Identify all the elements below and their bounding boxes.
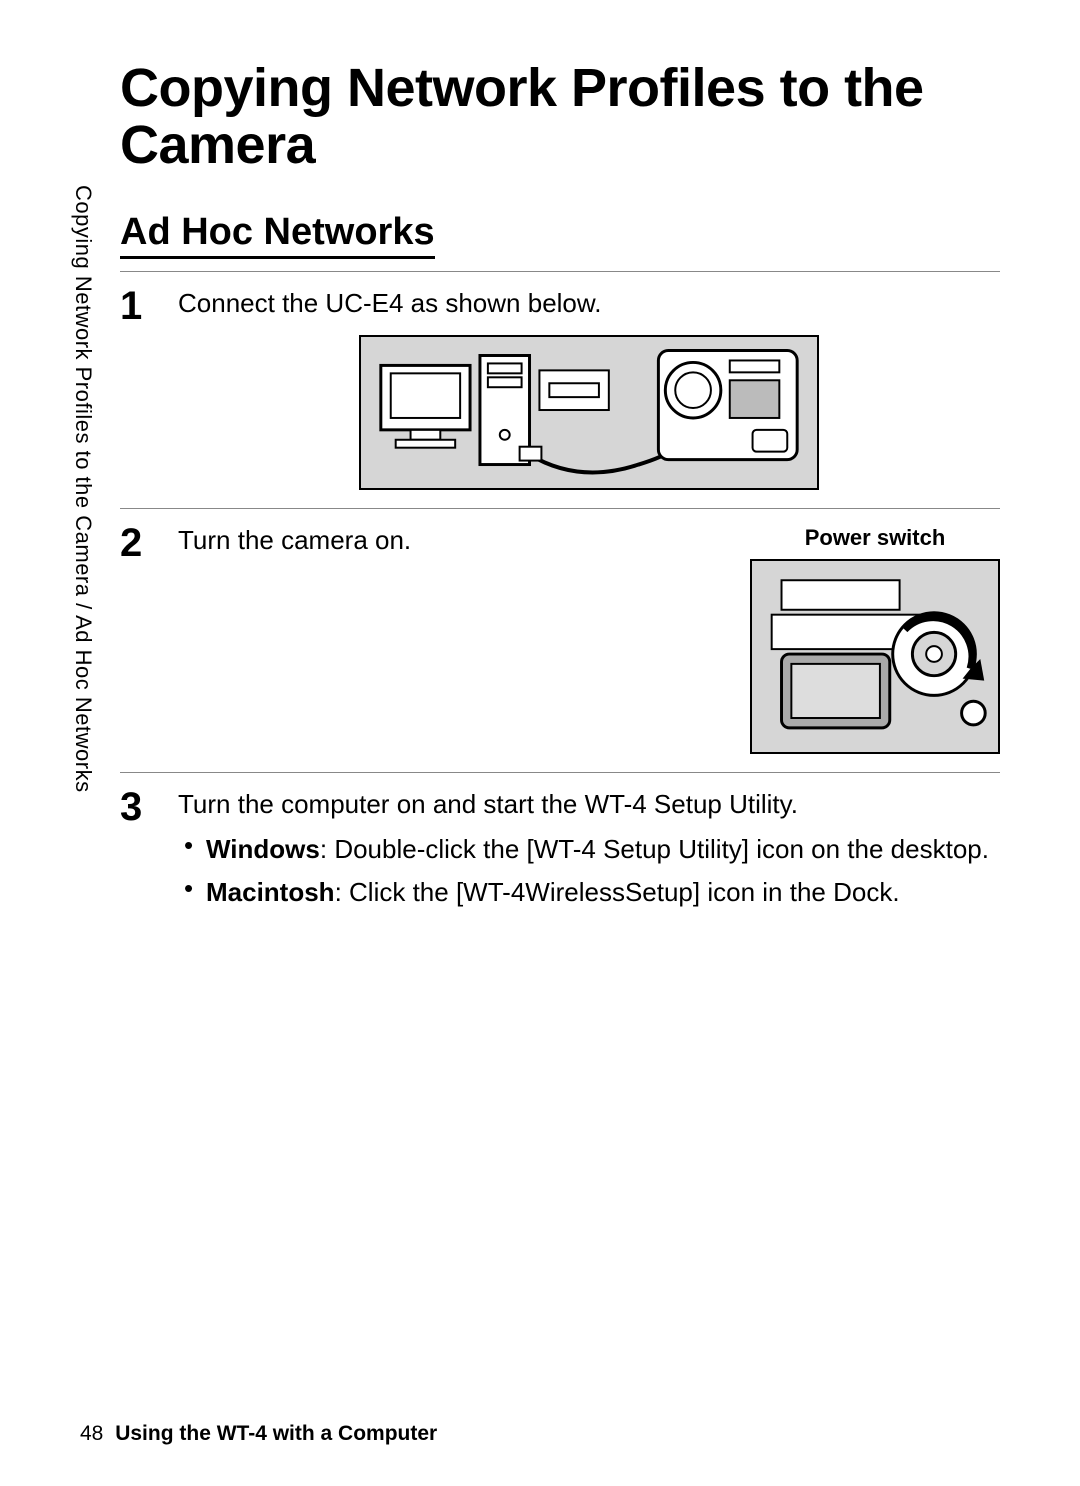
figure-power-switch <box>750 559 1000 754</box>
step-body: Turn the computer on and start the WT-4 … <box>178 787 1000 918</box>
bullet-windows: Windows: Double-click the [WT-4 Setup Ut… <box>184 832 1000 867</box>
step-1: 1 Connect the UC-E4 as shown below. <box>120 271 1000 508</box>
bullet-text: : Click the [WT-4WirelessSetup] icon in … <box>335 877 900 907</box>
step-3: 3 Turn the computer on and start the WT-… <box>120 772 1000 936</box>
step-text: Turn the camera on. <box>178 523 411 558</box>
figure-connection-diagram <box>359 335 819 490</box>
manual-page: Copying Network Profiles to the Camera /… <box>0 0 1080 1486</box>
bullet-text: : Double-click the [WT-4 Setup Utility] … <box>320 834 989 864</box>
page-footer: 48 Using the WT-4 with a Computer <box>80 1422 437 1446</box>
section-title: Ad Hoc Networks <box>120 211 435 259</box>
figure-caption: Power switch <box>805 523 946 553</box>
step-text: Turn the computer on and start the WT-4 … <box>178 787 1000 822</box>
bullet-label: Macintosh <box>206 877 335 907</box>
step-number: 3 <box>120 787 160 918</box>
bullet-macintosh: Macintosh: Click the [WT-4WirelessSetup]… <box>184 875 1000 910</box>
footer-title: Using the WT-4 with a Computer <box>115 1422 437 1445</box>
step-text: Connect the UC-E4 as shown below. <box>178 286 1000 321</box>
page-number: 48 <box>80 1422 103 1445</box>
margin-running-title: Copying Network Profiles to the Camera /… <box>70 185 96 793</box>
step-2: 2 Turn the camera on. Power switch <box>120 508 1000 772</box>
step-number: 1 <box>120 286 160 490</box>
bullet-label: Windows <box>206 834 320 864</box>
sub-bullets: Windows: Double-click the [WT-4 Setup Ut… <box>178 832 1000 910</box>
step-body: Turn the camera on. Power switch <box>178 523 1000 754</box>
steps-list: 1 Connect the UC-E4 as shown below. <box>120 271 1000 936</box>
step-body: Connect the UC-E4 as shown below. <box>178 286 1000 490</box>
step-number: 2 <box>120 523 160 754</box>
page-title: Copying Network Profiles to the Camera <box>120 60 1000 173</box>
